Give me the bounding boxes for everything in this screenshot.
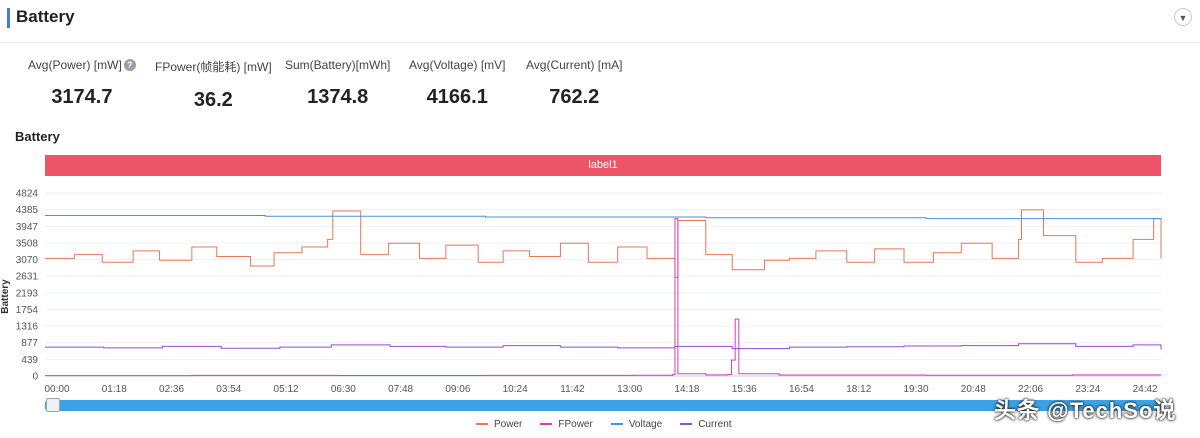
x-tick-label: 03:54 — [216, 384, 241, 395]
panel-header: Battery ▼ — [0, 0, 1200, 43]
x-tick-label: 01:18 — [102, 384, 127, 395]
stat-label: Avg(Current) [mA] — [526, 58, 623, 72]
chart-title: Battery — [15, 129, 60, 144]
stat-fpower: FPower(帧能耗) [mW] 36.2 — [155, 58, 272, 112]
x-tick-label: 18:12 — [846, 384, 871, 395]
legend-swatch — [680, 423, 693, 426]
legend-swatch — [476, 423, 488, 426]
x-tick-label: 11:42 — [560, 384, 585, 395]
x-tick-label: 02:36 — [159, 384, 184, 395]
x-tick-label: 24:42 — [1133, 384, 1158, 395]
legend-item-power[interactable]: Power — [476, 419, 522, 430]
stat-avg-voltage: Avg(Voltage) [mV] 4166.1 — [409, 58, 506, 109]
x-tick-label: 13:00 — [617, 384, 642, 395]
legend-swatch — [610, 423, 623, 426]
legend-swatch — [540, 423, 553, 426]
stat-value: 36.2 — [193, 89, 233, 111]
y-tick-label: 0 — [32, 372, 38, 383]
stat-value: 3174.7 — [51, 86, 113, 108]
series-line-current — [45, 343, 1162, 350]
legend-label: FPower — [558, 419, 593, 430]
legend-item-fpower[interactable]: FPower — [540, 419, 593, 430]
y-tick-label: 3508 — [16, 238, 39, 249]
y-tick-label: 2193 — [16, 288, 39, 299]
label-marker-bar[interactable]: label1 — [45, 155, 1161, 176]
x-tick-label: 07:48 — [388, 384, 413, 395]
stat-label: Avg(Voltage) [mV] — [409, 58, 506, 72]
stat-sum-battery: Sum(Battery)[mWh] 1374.8 — [285, 58, 390, 109]
stat-label: Avg(Power) [mW] — [28, 58, 122, 72]
x-tick-label: 20:48 — [961, 384, 986, 395]
legend-label: Power — [494, 419, 523, 430]
x-tick-label: 10:24 — [503, 384, 528, 395]
stat-value: 4166.1 — [426, 86, 488, 108]
legend-item-current[interactable]: Current — [680, 419, 732, 430]
y-tick-label: 3947 — [16, 222, 39, 233]
series-line-fpower — [45, 218, 1162, 377]
panel-title: Battery — [16, 7, 75, 26]
x-tick-label: 19:30 — [904, 384, 929, 395]
stat-label: Sum(Battery)[mWh] — [285, 58, 391, 72]
stat-label: FPower(帧能耗) [mW] — [155, 60, 272, 74]
y-tick-label: 439 — [21, 355, 38, 366]
stat-value: 1374.8 — [307, 86, 369, 108]
watermark-text: 头条 @TechSo说 — [994, 398, 1177, 423]
x-tick-label: 00:00 — [44, 384, 69, 395]
series-line-voltage — [45, 215, 1162, 220]
title-accent-bar — [7, 8, 10, 28]
x-tick-label: 05:12 — [274, 384, 299, 395]
y-tick-label: 3070 — [16, 255, 39, 266]
y-tick-label: 877 — [21, 338, 38, 349]
y-axis-label: Battery — [0, 279, 11, 314]
x-tick-label: 23:24 — [1075, 384, 1100, 395]
y-tick-label: 4385 — [16, 205, 39, 216]
x-tick-label: 09:06 — [445, 384, 470, 395]
x-tick-label: 16:54 — [789, 384, 814, 395]
slider-handle[interactable] — [46, 398, 60, 412]
x-tick-label: 15:36 — [732, 384, 757, 395]
time-range-slider[interactable] — [45, 400, 1161, 411]
legend-label: Voltage — [628, 419, 663, 430]
stat-avg-current: Avg(Current) [mA] 762.2 — [526, 58, 622, 109]
x-tick-label: 06:30 — [331, 384, 356, 395]
legend-item-voltage[interactable]: Voltage — [610, 419, 663, 430]
legend-label: Current — [698, 419, 732, 430]
stat-avg-power: Avg(Power) [mW]? 3174.7 — [28, 58, 136, 109]
y-tick-label: 4824 — [16, 189, 39, 200]
y-tick-label: 2631 — [16, 272, 39, 283]
x-tick-label: 22:06 — [1018, 384, 1043, 395]
chart-legend: Power FPower Voltage Current — [476, 419, 750, 430]
y-tick-label: 1754 — [16, 305, 39, 316]
stat-value: 762.2 — [549, 86, 600, 108]
collapse-chevron-icon[interactable]: ▼ — [1174, 8, 1192, 26]
battery-line-chart: 4824 4385 3947 3508 3070 2631 2193 1754 1316 877 4… — [0, 189, 1162, 395]
x-tick-label: 14:18 — [674, 384, 699, 395]
help-icon[interactable]: ? — [123, 59, 136, 71]
series-line-power — [45, 209, 1162, 278]
y-tick-label: 1316 — [16, 322, 39, 333]
